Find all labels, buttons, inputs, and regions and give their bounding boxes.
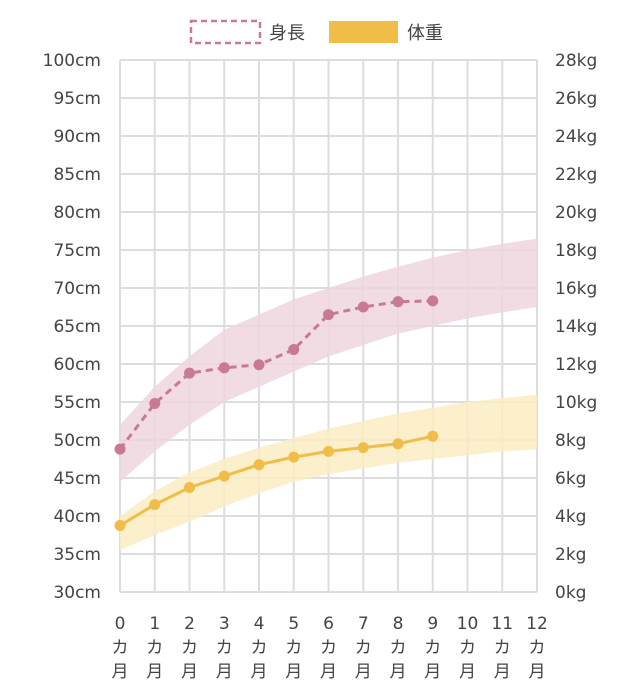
x-tick-label-number: 10 xyxy=(457,614,479,634)
point-height-7 xyxy=(357,301,369,313)
x-tick-label-month: 月 xyxy=(355,662,372,682)
y-left-tick-label: 100cm xyxy=(43,51,101,71)
y-right-tick-label: 12kg xyxy=(555,355,597,375)
x-tick-label-month: 月 xyxy=(320,662,337,682)
y-left-tick-label: 30cm xyxy=(53,583,101,603)
legend-label-weight: 体重 xyxy=(407,23,443,44)
x-tick-label-ka: カ xyxy=(494,638,511,658)
y-left-tick-label: 85cm xyxy=(53,165,101,185)
x-tick-label-number: 8 xyxy=(393,614,404,634)
y-right-tick-label: 14kg xyxy=(555,317,597,337)
x-tick-label-month: 月 xyxy=(181,662,198,682)
point-weight-8 xyxy=(392,438,404,450)
point-height-5 xyxy=(288,344,300,356)
point-weight-1 xyxy=(149,499,161,511)
x-tick-label-number: 6 xyxy=(323,614,334,634)
x-tick-label-month: 月 xyxy=(529,662,546,682)
y-right-tick-label: 24kg xyxy=(555,127,597,147)
y-left-tick-label: 80cm xyxy=(53,203,101,223)
x-tick-label-number: 11 xyxy=(491,614,513,634)
point-weight-3 xyxy=(218,470,230,482)
legend-label-height: 身長 xyxy=(269,23,305,44)
point-height-3 xyxy=(218,362,230,374)
y-left-tick-label: 40cm xyxy=(53,507,101,527)
x-tick-label-ka: カ xyxy=(320,638,337,658)
y-right-tick-label: 8kg xyxy=(555,431,586,451)
y-right-tick-label: 26kg xyxy=(555,89,597,109)
x-tick-label-ka: カ xyxy=(390,638,407,658)
x-tick-label-ka: カ xyxy=(181,638,198,658)
y-right-tick-label: 20kg xyxy=(555,203,597,223)
y-right-tick-label: 6kg xyxy=(555,469,586,489)
point-weight-9 xyxy=(427,430,439,442)
axes: 30cm 35cm 40cm 45cm 50cm 55cm 60cm 65cm 70cm 75cm… xyxy=(43,51,598,682)
y-right-tick-label: 18kg xyxy=(555,241,597,261)
x-tick-label-ka: カ xyxy=(216,638,233,658)
point-weight-2 xyxy=(184,482,195,493)
y-right-tick-label: 10kg xyxy=(555,393,597,413)
x-tick-label-month: 月 xyxy=(459,662,476,682)
x-tick-label-number: 4 xyxy=(254,614,265,634)
point-weight-7 xyxy=(357,442,369,454)
x-tick-label-ka: カ xyxy=(112,638,129,658)
x-tick-label-number: 7 xyxy=(358,614,369,634)
y-left-tick-label: 90cm xyxy=(53,127,101,147)
y-left-tick-label: 35cm xyxy=(53,545,101,565)
y-left-tick-label: 55cm xyxy=(53,393,101,413)
y-left-tick-label: 65cm xyxy=(53,317,101,337)
x-tick-label-ka: カ xyxy=(285,638,302,658)
x-tick-label-ka: カ xyxy=(146,638,163,658)
x-tick-label-month: 月 xyxy=(216,662,233,682)
y-left-tick-label: 50cm xyxy=(53,431,101,451)
point-height-6 xyxy=(323,309,334,321)
y-right-tick-label: 22kg xyxy=(555,165,597,185)
x-tick-label-ka: カ xyxy=(529,638,546,658)
legend: 身長 体重 xyxy=(189,19,443,45)
x-tick-label-number: 0 xyxy=(115,614,126,634)
x-tick-label-month: 月 xyxy=(251,662,268,682)
x-tick-label-number: 5 xyxy=(288,614,299,634)
x-tick-label-month: 月 xyxy=(146,662,163,682)
series-line-weight xyxy=(119,434,434,527)
series xyxy=(114,295,439,531)
y-right-tick-label: 28kg xyxy=(555,51,597,71)
x-tick-label-month: 月 xyxy=(285,662,302,682)
x-tick-label-number: 9 xyxy=(427,614,438,634)
x-tick-label-number: 2 xyxy=(184,614,195,634)
series-line-height xyxy=(118,299,433,451)
point-height-2 xyxy=(184,367,195,379)
point-weight-0 xyxy=(114,520,126,531)
x-tick-label-month: 月 xyxy=(424,662,441,682)
x-tick-label-month: 月 xyxy=(112,662,129,682)
point-height-9 xyxy=(427,295,439,307)
y-left-tick-label: 70cm xyxy=(53,279,101,299)
y-left-tick-label: 75cm xyxy=(53,241,101,261)
y-right-tick-label: 4kg xyxy=(555,507,586,527)
point-height-0 xyxy=(114,443,126,455)
point-weight-6 xyxy=(323,445,334,457)
y-right-tick-label: 16kg xyxy=(555,279,597,299)
x-tick-label-ka: カ xyxy=(355,638,372,658)
x-tick-label-number: 3 xyxy=(219,614,230,634)
y-left-tick-label: 60cm xyxy=(53,355,101,375)
legend-swatch-height xyxy=(189,19,262,45)
y-left-tick-label: 95cm xyxy=(53,89,101,109)
x-tick-label-number: 12 xyxy=(526,614,548,634)
point-weight-4 xyxy=(253,459,265,471)
x-tick-label-ka: カ xyxy=(251,638,268,658)
x-tick-label-ka: カ xyxy=(459,638,476,658)
y-right-tick-label: 0kg xyxy=(555,583,586,603)
x-tick-label-ka: カ xyxy=(424,638,441,658)
y-right-tick-label: 2kg xyxy=(555,545,586,565)
legend-swatch-weight xyxy=(329,21,398,43)
x-tick-label-month: 月 xyxy=(390,662,407,682)
y-left-tick-label: 45cm xyxy=(53,469,101,489)
x-tick-label-month: 月 xyxy=(494,662,511,682)
x-tick-label-number: 1 xyxy=(149,614,160,634)
point-height-4 xyxy=(253,359,265,371)
point-height-1 xyxy=(149,398,161,410)
point-height-8 xyxy=(392,296,404,308)
point-weight-5 xyxy=(288,451,300,463)
